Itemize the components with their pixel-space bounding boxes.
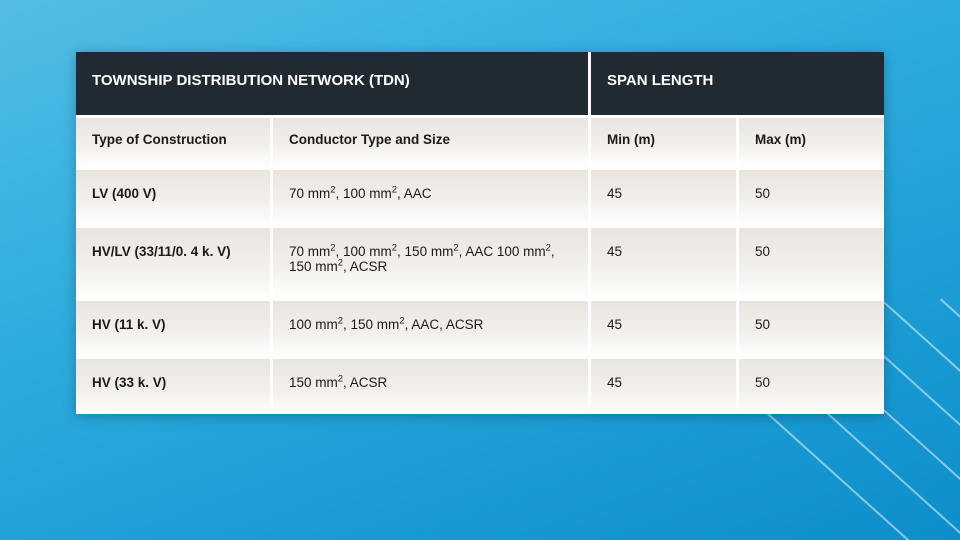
cell-min: 45: [588, 167, 736, 225]
col-header-conductor: Conductor Type and Size: [270, 115, 588, 167]
top-header-right: SPAN LENGTH: [588, 52, 884, 115]
cell-max: 50: [736, 356, 884, 414]
cell-conductor: 70 mm2, 100 mm2, AAC: [270, 167, 588, 225]
cell-type: HV/LV (33/11/0. 4 k. V): [76, 225, 270, 298]
table-row: LV (400 V)70 mm2, 100 mm2, AAC4550: [76, 167, 884, 225]
cell-conductor: 100 mm2, 150 mm2, AAC, ACSR: [270, 298, 588, 356]
cell-min: 45: [588, 225, 736, 298]
cell-type: LV (400 V): [76, 167, 270, 225]
table-row: HV (11 k. V)100 mm2, 150 mm2, AAC, ACSR4…: [76, 298, 884, 356]
cell-type: HV (33 k. V): [76, 356, 270, 414]
col-header-min: Min (m): [588, 115, 736, 167]
top-header-row: TOWNSHIP DISTRIBUTION NETWORK (TDN) SPAN…: [76, 52, 884, 115]
col-header-max: Max (m): [736, 115, 884, 167]
cell-conductor: 150 mm2, ACSR: [270, 356, 588, 414]
cell-conductor: 70 mm2, 100 mm2, 150 mm2, AAC 100 mm2, 1…: [270, 225, 588, 298]
cell-max: 50: [736, 225, 884, 298]
cell-min: 45: [588, 298, 736, 356]
spec-table: TOWNSHIP DISTRIBUTION NETWORK (TDN) SPAN…: [76, 52, 884, 414]
cell-min: 45: [588, 356, 736, 414]
table-row: HV (33 k. V)150 mm2, ACSR4550: [76, 356, 884, 414]
top-header-left: TOWNSHIP DISTRIBUTION NETWORK (TDN): [76, 52, 588, 115]
cell-max: 50: [736, 167, 884, 225]
sub-header-row: Type of Construction Conductor Type and …: [76, 115, 884, 167]
spec-table-container: TOWNSHIP DISTRIBUTION NETWORK (TDN) SPAN…: [76, 52, 884, 414]
table-body: LV (400 V)70 mm2, 100 mm2, AAC4550HV/LV …: [76, 167, 884, 414]
col-header-type: Type of Construction: [76, 115, 270, 167]
cell-max: 50: [736, 298, 884, 356]
table-row: HV/LV (33/11/0. 4 k. V)70 mm2, 100 mm2, …: [76, 225, 884, 298]
cell-type: HV (11 k. V): [76, 298, 270, 356]
